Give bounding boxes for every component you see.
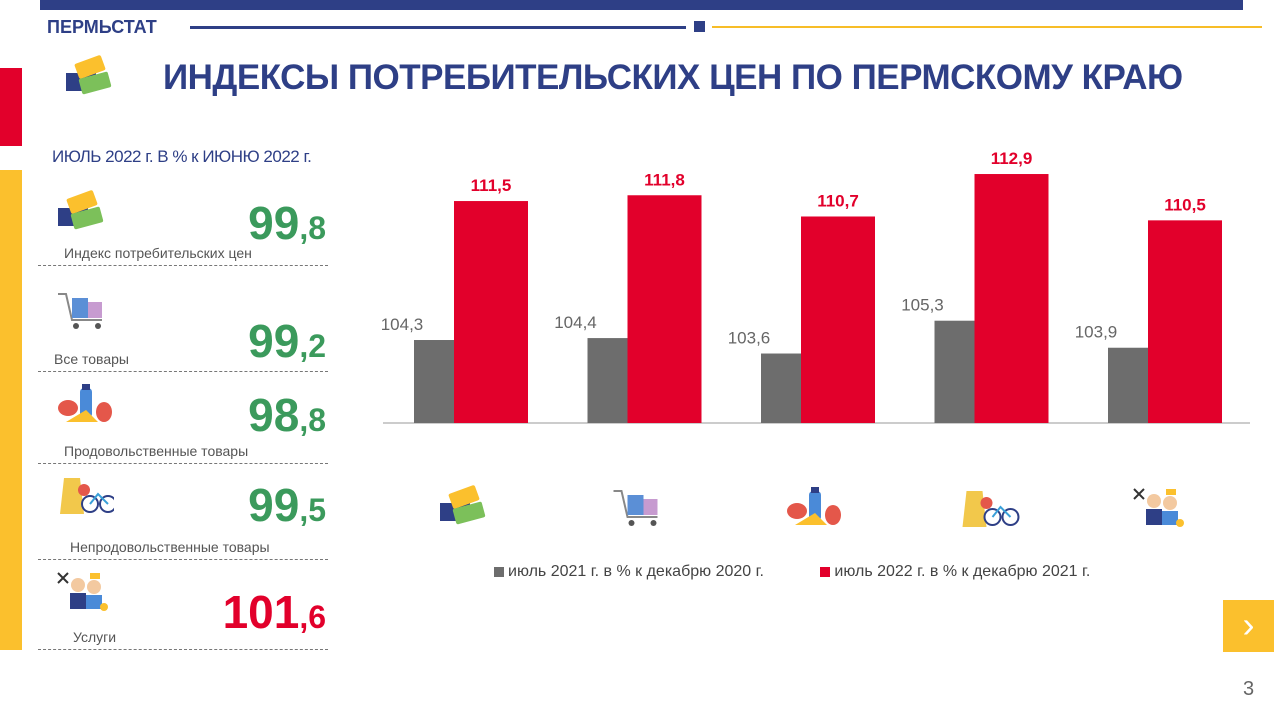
data-label: 110,7 <box>817 191 859 210</box>
legend: июль 2021 г. в % к декабрю 2020 г. июль … <box>494 563 1142 582</box>
page-title: ИНДЕКСЫ ПОТРЕБИТЕЛЬСКИХ ЦЕН ПО ПЕРМСКОМУ… <box>163 58 1183 97</box>
value-dec: ,8 <box>299 210 326 246</box>
legend-item-2022: июль 2022 г. в % к декабрю 2021 г. <box>820 563 1090 581</box>
value-dec: ,2 <box>299 328 326 364</box>
data-label: 110,5 <box>1164 195 1206 214</box>
bar-2022 <box>454 201 528 423</box>
side-accent-red <box>0 68 22 146</box>
data-label: 103,9 <box>1075 323 1118 342</box>
brand-name: ПЕРМЬСТАТ <box>47 17 157 37</box>
index-label: Все товары <box>54 351 129 367</box>
shopping-cart-icon <box>613 490 658 526</box>
price-tags-icon <box>440 485 486 525</box>
legend-label: июль 2021 г. в % к декабрю 2020 г. <box>508 563 764 580</box>
index-value: 101,6 <box>223 585 326 639</box>
clothes-bicycle-icon <box>962 491 1020 527</box>
bar-chart: 104,3 111,5 104,4 111,8 103,6 110,7 105,3 112,9… <box>381 149 1250 527</box>
next-slide-button[interactable]: › <box>1223 600 1274 652</box>
index-item: Продовольственные товары 98,8 <box>38 378 328 464</box>
header-divider-yellow <box>712 26 1262 28</box>
clothes-bicycle-icon <box>54 472 117 521</box>
index-item: Индекс потребительских цен 99,8 <box>38 186 328 266</box>
top-bar <box>40 0 1243 10</box>
food-icon <box>54 382 114 431</box>
food-icon <box>787 487 841 525</box>
bar-2021 <box>761 353 801 423</box>
shopping-cart-icon <box>54 288 114 337</box>
bar-2022 <box>1148 220 1222 423</box>
bar-2022 <box>801 216 875 423</box>
value-int: 99 <box>248 197 300 249</box>
value-dec: ,6 <box>299 599 326 635</box>
bar-2022 <box>974 174 1049 423</box>
data-label: 111,8 <box>644 170 685 189</box>
index-item: Все товары 99,2 <box>38 284 328 372</box>
index-label: Услуги <box>73 629 117 645</box>
index-label: Индекс потребительских цен <box>64 245 252 261</box>
value-int: 99 <box>248 315 300 367</box>
left-subtitle: ИЮЛЬ 2022 г. В % к ИЮНЮ 2022 г. <box>52 147 312 166</box>
bar-2021 <box>414 340 454 423</box>
value-int: 101 <box>222 586 300 638</box>
data-label: 105,3 <box>901 296 944 315</box>
legend-item-2021: июль 2021 г. в % к декабрю 2020 г. <box>494 563 764 581</box>
page-number: 3 <box>1243 678 1255 700</box>
services-icon <box>1133 488 1184 527</box>
services-icon <box>54 569 114 618</box>
value-dec: ,5 <box>299 492 326 528</box>
bar-2021 <box>587 338 628 423</box>
index-value: 99,8 <box>248 196 326 250</box>
index-item: Услуги 101,6 <box>38 565 328 650</box>
value-int: 99 <box>248 479 300 531</box>
side-accent-yellow <box>0 170 22 650</box>
price-tags-icon <box>62 55 122 104</box>
index-label: Непродовольственные товары <box>70 539 270 555</box>
index-item: Непродовольственные товары 99,5 <box>38 468 328 560</box>
index-label: Продовольственные товары <box>64 443 249 459</box>
value-int: 98 <box>248 389 300 441</box>
bar-2021 <box>1108 347 1148 423</box>
index-value: 98,8 <box>248 388 326 442</box>
bar-2021 <box>934 320 975 423</box>
index-value: 99,5 <box>248 478 326 532</box>
price-tags-icon <box>54 190 114 239</box>
legend-label: июль 2022 г. в % к декабрю 2021 г. <box>834 563 1091 580</box>
data-label: 111,5 <box>471 176 512 195</box>
bar-2022 <box>627 195 702 423</box>
data-label: 104,4 <box>554 313 597 332</box>
data-label: 112,9 <box>991 149 1033 168</box>
data-label: 104,3 <box>381 315 424 334</box>
index-value: 99,2 <box>248 314 326 368</box>
value-dec: ,8 <box>299 402 326 438</box>
data-label: 103,6 <box>728 329 771 348</box>
header-divider <box>190 26 686 29</box>
header-square <box>694 21 705 32</box>
